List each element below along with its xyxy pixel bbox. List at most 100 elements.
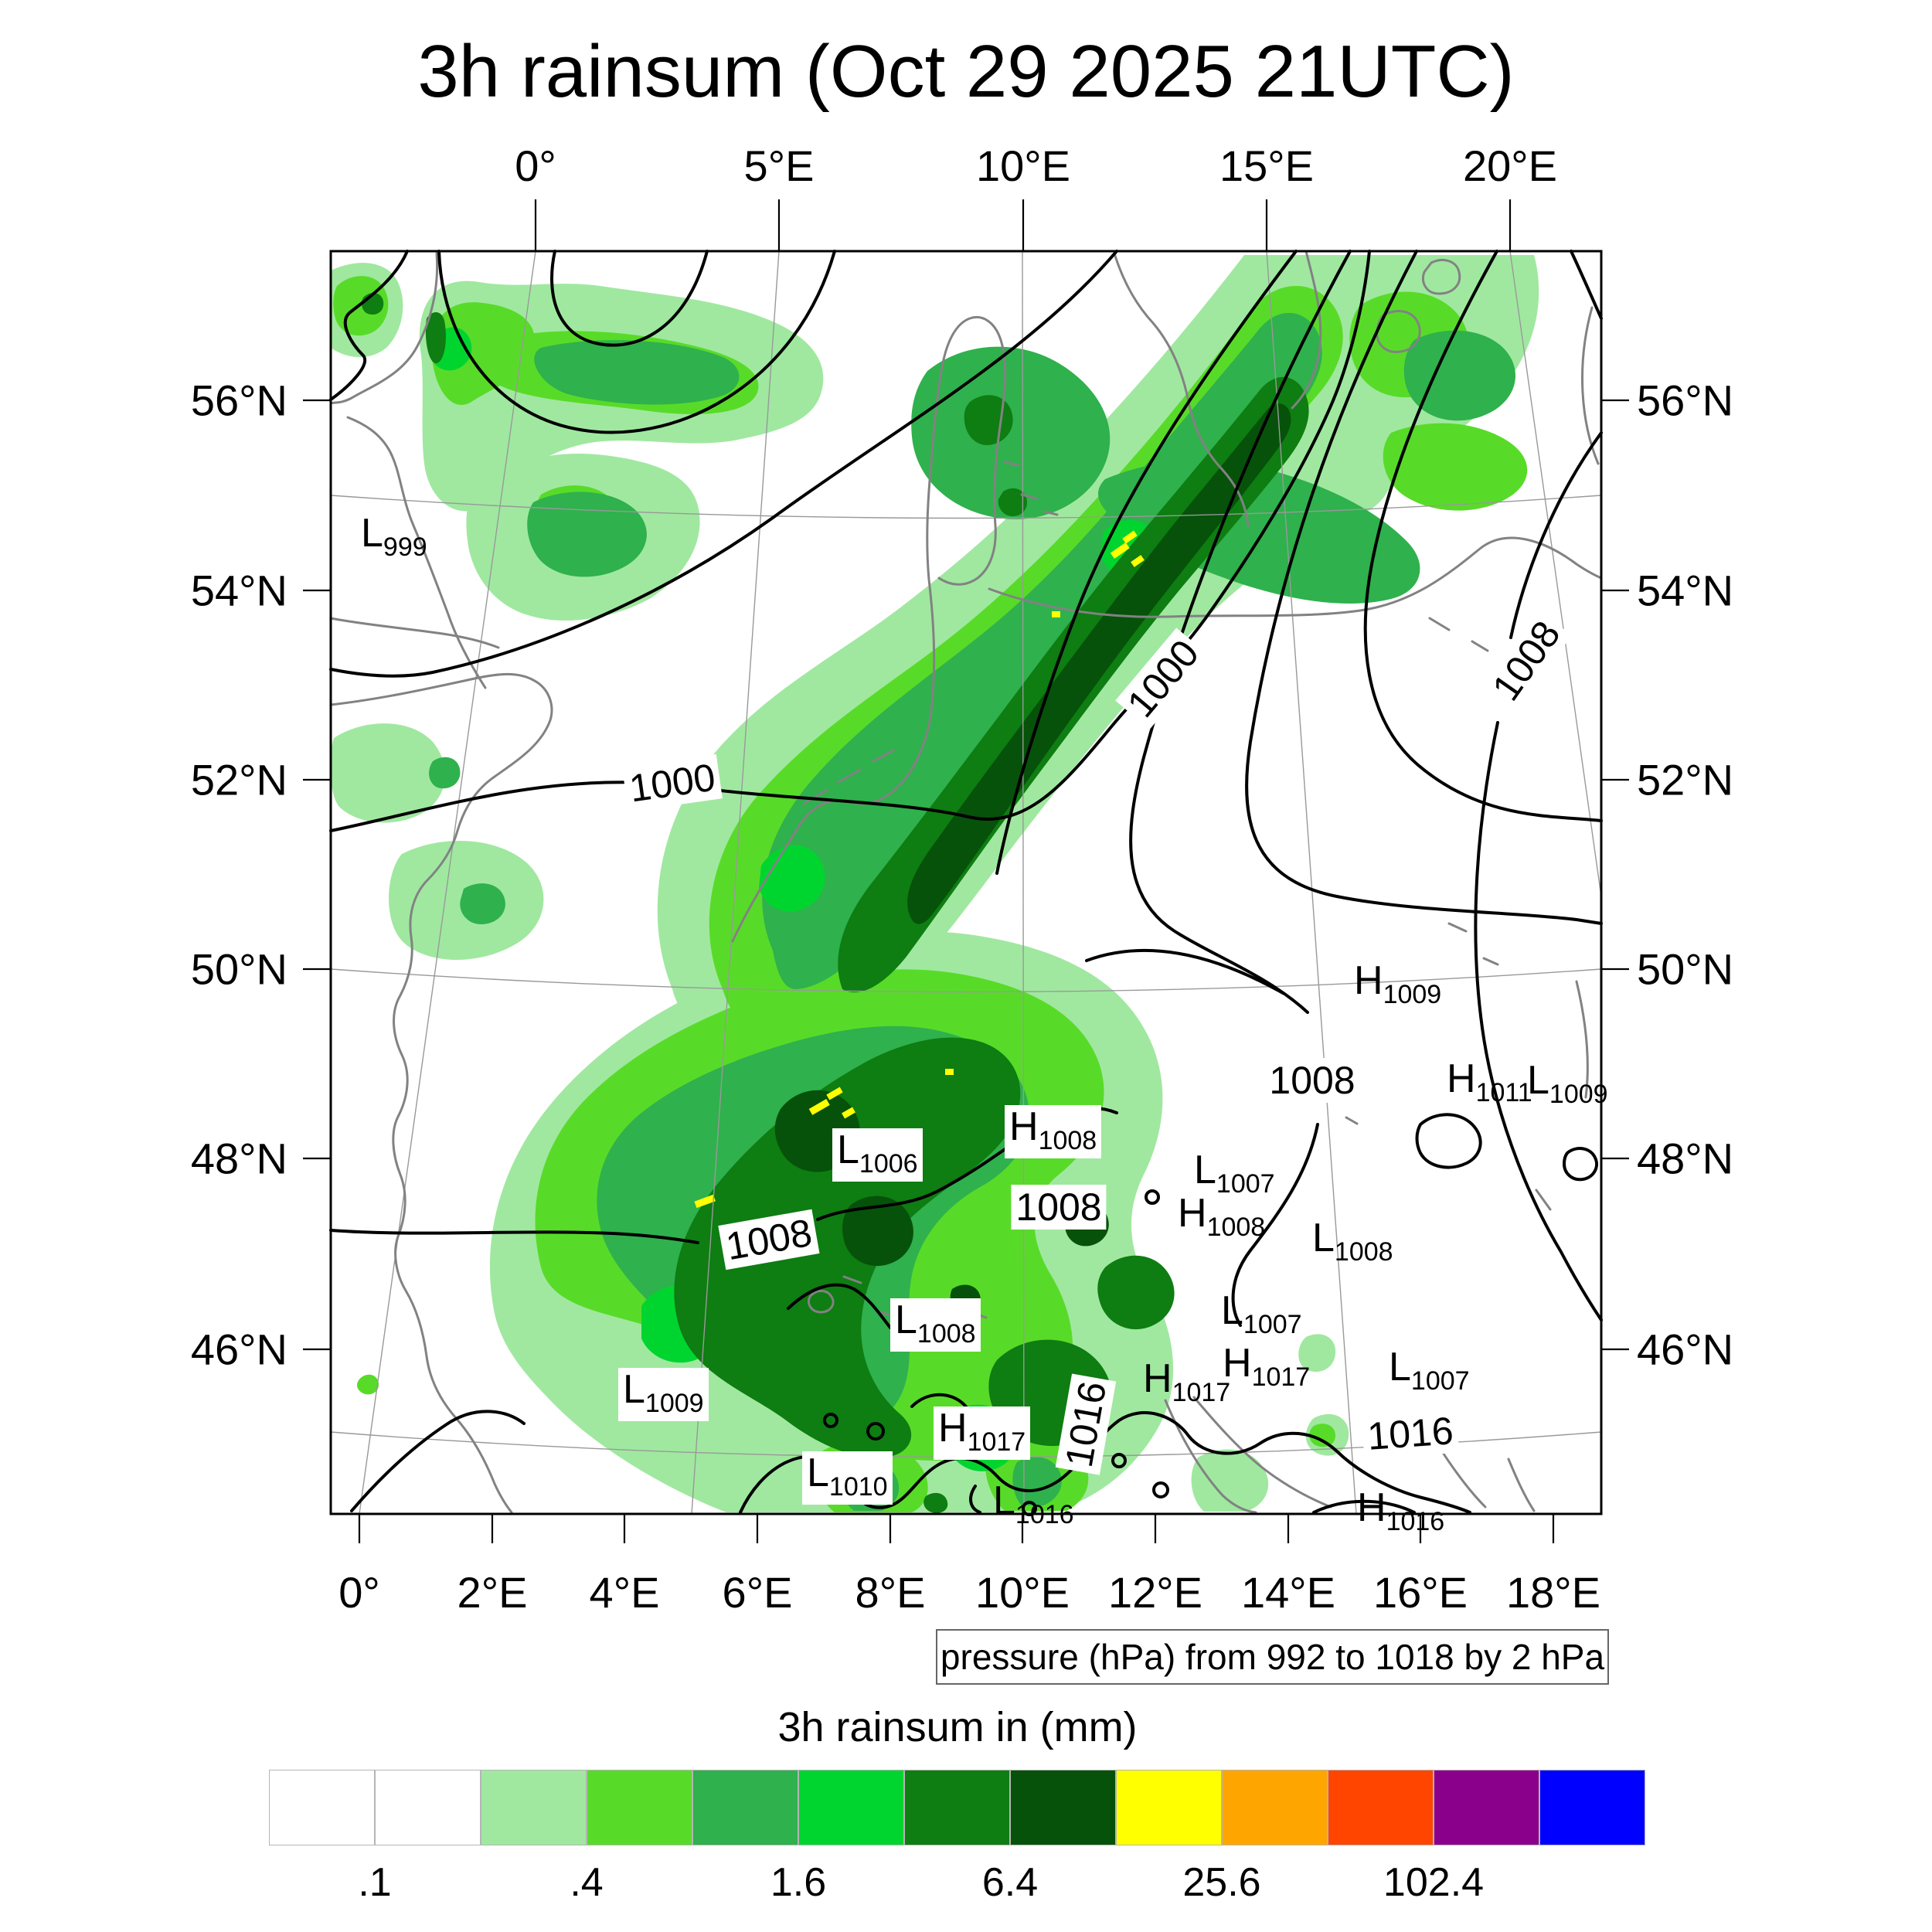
left-axis-label-0: 56°N (190, 376, 287, 425)
right-axis-label-1: 54°N (1637, 566, 1734, 615)
marker-letter: L (895, 1298, 917, 1342)
colorbar-label-.4: .4 (570, 1860, 604, 1905)
top-axis-label-4: 20°E (1462, 141, 1558, 190)
colorbar-cell-10 (1328, 1770, 1434, 1845)
axis-ticks (303, 199, 1629, 1543)
marker-letter: L (361, 511, 383, 556)
marker-value: 1007 (1243, 1310, 1302, 1339)
left-axis-label-1: 54°N (190, 566, 287, 615)
marker-value: 1016 (1386, 1507, 1445, 1536)
marker-L999: L999 (361, 513, 427, 560)
marker-value: 1016 (1015, 1500, 1074, 1529)
colorbar-title: 3h rainsum in (mm) (777, 1704, 1138, 1750)
marker-H1011: H1011 (1447, 1059, 1532, 1106)
marker-value: 1008 (1038, 1126, 1097, 1155)
marker-H1008: H1008 (1005, 1104, 1102, 1158)
pressure-legend-box: pressure (hPa) from 992 to 1018 by 2 hPa (936, 1629, 1609, 1685)
marker-value: 999 (383, 532, 427, 562)
colorbar-label-6.4: 6.4 (981, 1860, 1039, 1905)
top-axis-label-1: 5°E (743, 141, 815, 190)
colorbar-cell-9 (1222, 1770, 1328, 1845)
marker-L1009: L1009 (1527, 1060, 1608, 1107)
marker-letter: H (1143, 1356, 1172, 1401)
top-axis-label-2: 10°E (975, 141, 1071, 190)
right-axis-label-4: 48°N (1637, 1134, 1734, 1183)
marker-L1009: L1009 (618, 1368, 709, 1421)
colorbar-cell-5 (798, 1770, 904, 1845)
marker-value: 1017 (1251, 1362, 1311, 1392)
marker-L1007: L1007 (1221, 1291, 1302, 1338)
bottom-axis-label-7: 14°E (1240, 1568, 1336, 1617)
marker-H1017: H1017 (934, 1406, 1031, 1460)
marker-L1007: L1007 (1194, 1150, 1275, 1197)
marker-letter: L (807, 1451, 829, 1495)
bottom-axis-label-2: 4°E (589, 1568, 660, 1617)
page-title: 3h rainsum (Oct 29 2025 21UTC) (417, 30, 1515, 113)
left-axis-label-2: 52°N (190, 755, 287, 804)
marker-letter: L (993, 1478, 1015, 1523)
marker-letter: H (1178, 1191, 1207, 1236)
marker-value: 1009 (1383, 980, 1442, 1009)
contour-label-1008-3: 1008 (1264, 1058, 1360, 1103)
marker-letter: H (1354, 958, 1383, 1003)
marker-H1008: H1008 (1178, 1193, 1265, 1240)
marker-value: 1011 (1475, 1078, 1532, 1107)
pressure-legend-text: pressure (hPa) from 992 to 1018 by 2 hPa (940, 1637, 1605, 1677)
bottom-axis-label-4: 8°E (855, 1568, 926, 1617)
graticule (330, 250, 1602, 1515)
colorbar-label-25.6: 25.6 (1182, 1860, 1261, 1905)
marker-L1010: L1010 (802, 1451, 893, 1505)
marker-value: 1017 (1172, 1378, 1231, 1407)
map-frame (303, 199, 1629, 1543)
bottom-axis-label-0: 0° (338, 1568, 380, 1617)
colorbar-label-.1: .1 (358, 1860, 392, 1905)
marker-letter: H (938, 1406, 968, 1451)
colorbar-cell-11 (1434, 1770, 1539, 1845)
marker-value: 1009 (1549, 1080, 1608, 1109)
contour-label-1008-4: 1008 (1011, 1185, 1107, 1230)
colorbar-cell-2 (481, 1770, 587, 1845)
right-axis-label-0: 56°N (1637, 376, 1734, 425)
marker-H1009: H1009 (1354, 961, 1441, 1008)
left-axis-label-4: 48°N (190, 1134, 287, 1183)
colorbar-cell-8 (1116, 1770, 1222, 1845)
marker-H1016: H1016 (1357, 1488, 1444, 1535)
marker-letter: H (1223, 1341, 1252, 1386)
colorbar-cell-12 (1539, 1770, 1645, 1845)
marker-letter: L (1194, 1148, 1216, 1192)
right-axis-label-3: 50°N (1637, 944, 1734, 994)
marker-H1017: H1017 (1143, 1359, 1230, 1406)
right-axis-label-2: 52°N (1637, 755, 1734, 804)
bottom-axis-label-1: 2°E (457, 1568, 528, 1617)
bottom-axis-label-3: 6°E (722, 1568, 793, 1617)
colorbar-label-1.6: 1.6 (770, 1860, 827, 1905)
marker-letter: L (1527, 1058, 1549, 1103)
colorbar-cell-0 (269, 1770, 375, 1845)
marker-L1008: L1008 (890, 1298, 981, 1352)
bottom-axis-label-6: 12°E (1107, 1568, 1203, 1617)
marker-letter: L (1312, 1216, 1335, 1260)
marker-L1007: L1007 (1389, 1347, 1470, 1394)
top-axis-label-3: 15°E (1219, 141, 1315, 190)
right-axis-label-5: 46°N (1637, 1325, 1734, 1374)
marker-value: 1008 (1206, 1213, 1266, 1242)
marker-letter: L (1389, 1345, 1411, 1389)
marker-L1008: L1008 (1312, 1218, 1393, 1265)
colorbar-cell-7 (1010, 1770, 1116, 1845)
precip-layer-yellow (694, 530, 1145, 1209)
coastline (329, 250, 1603, 1514)
marker-value: 1007 (1216, 1169, 1275, 1199)
colorbar-cell-6 (904, 1770, 1010, 1845)
marker-letter: H (1447, 1056, 1476, 1101)
marker-value: 1010 (828, 1472, 888, 1502)
marker-H1017: H1017 (1223, 1343, 1310, 1390)
marker-value: 1008 (917, 1319, 976, 1349)
marker-letter: H (1009, 1104, 1039, 1149)
top-axis-label-0: 0° (515, 141, 556, 190)
colorbar-cell-3 (587, 1770, 692, 1845)
marker-L1006: L1006 (832, 1128, 923, 1182)
marker-letter: L (837, 1128, 859, 1172)
colorbar-cell-4 (692, 1770, 798, 1845)
